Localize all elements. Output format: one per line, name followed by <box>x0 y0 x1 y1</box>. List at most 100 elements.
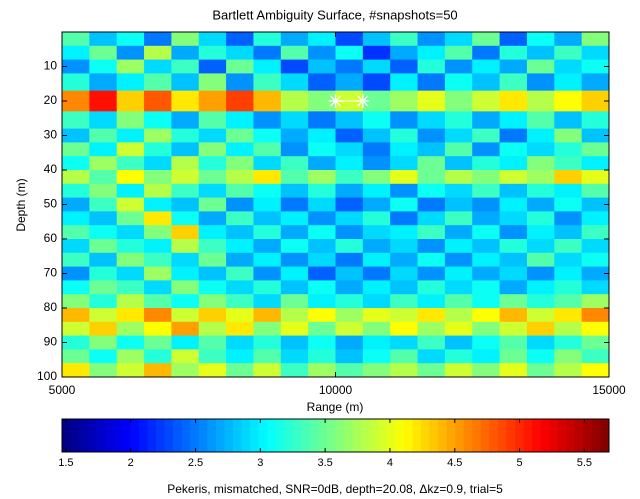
heatmap-cell <box>581 183 610 198</box>
heatmap-cell <box>362 90 391 112</box>
heatmap-cell <box>308 128 336 143</box>
heatmap-cell <box>144 59 172 74</box>
colorbar-swatch <box>232 419 242 452</box>
heatmap-cell <box>472 183 500 198</box>
heatmap-cell <box>144 45 172 60</box>
heatmap-cell <box>335 111 364 129</box>
colorbar-swatch <box>335 419 345 452</box>
heatmap-cell <box>116 142 145 157</box>
heatmap-cell <box>144 90 172 112</box>
heatmap-cell <box>335 349 364 364</box>
heatmap-cell <box>390 197 418 212</box>
heatmap-cell <box>444 335 473 350</box>
heatmap-cell <box>62 183 90 198</box>
heatmap-cell <box>198 59 227 74</box>
heatmap-cell <box>198 32 227 47</box>
heatmap-cell <box>198 349 227 364</box>
colorbar-swatch <box>352 419 362 452</box>
heatmap-cell <box>554 280 583 295</box>
heatmap-cell <box>144 266 172 281</box>
heatmap-cell <box>144 225 172 240</box>
heatmap-cell <box>308 197 336 212</box>
heatmap-cell <box>89 156 118 171</box>
colorbar-swatch <box>130 419 140 452</box>
colorbar-swatch <box>369 419 379 452</box>
heatmap-cell <box>280 321 309 336</box>
heatmap-cell <box>335 45 364 60</box>
heatmap-cell <box>89 349 118 364</box>
heatmap-cell <box>335 335 364 350</box>
heatmap-cell <box>308 308 336 323</box>
heatmap-cell <box>472 73 500 92</box>
heatmap-cell <box>417 335 446 350</box>
colorbar-swatch <box>121 419 131 452</box>
heatmap-cell <box>253 128 282 143</box>
colorbar-swatch <box>113 419 123 452</box>
marker-stroke <box>357 95 369 107</box>
heatmap-cell <box>280 308 309 323</box>
heatmap-cell <box>253 349 282 364</box>
heatmap-cell <box>308 45 336 60</box>
heatmap-cell <box>499 45 528 60</box>
heatmap-cell <box>226 128 254 143</box>
heatmap-cell <box>390 225 418 240</box>
heatmap-cell <box>444 225 473 240</box>
heatmap-cell <box>89 32 118 47</box>
colorbar-swatch <box>241 419 251 452</box>
heatmap-cell <box>226 280 254 295</box>
y-tick-label: 10 <box>44 59 58 73</box>
heatmap-cell <box>308 280 336 295</box>
heatmap-cell <box>226 170 254 185</box>
heatmap-cell <box>171 225 200 240</box>
heatmap-cell <box>444 280 473 295</box>
heatmap-cell <box>144 280 172 295</box>
heatmap-cell <box>144 32 172 47</box>
heatmap-cell <box>499 142 528 157</box>
colorbar-swatch <box>224 419 234 452</box>
heatmap-cell <box>171 111 200 129</box>
heatmap-cell <box>171 183 200 198</box>
heatmap-cell <box>526 90 555 112</box>
heatmap-cell <box>280 142 309 157</box>
heatmap-cell <box>362 308 391 323</box>
heatmap-cell <box>526 266 555 281</box>
heatmap-cell <box>226 45 254 60</box>
heatmap-cell <box>144 252 172 267</box>
heatmap-cell <box>472 349 500 364</box>
heatmap-cell <box>417 45 446 60</box>
heatmap-cell <box>62 90 90 112</box>
heatmap-cell <box>198 321 227 336</box>
heatmap-cell <box>89 363 118 378</box>
heatmap-cell <box>581 90 610 112</box>
heatmap-cell <box>116 183 145 198</box>
heatmap-cell <box>390 45 418 60</box>
heatmap-cell <box>581 335 610 350</box>
colorbar-tick-label: 2 <box>128 457 134 469</box>
colorbar-swatch <box>412 419 422 452</box>
heatmap-cell <box>280 90 309 112</box>
heatmap-cell <box>89 335 118 350</box>
heatmap-cell <box>581 128 610 143</box>
heatmap-cell <box>308 170 336 185</box>
heatmap-cell <box>280 280 309 295</box>
heatmap-cell <box>526 111 555 129</box>
heatmap-cell <box>308 32 336 47</box>
heatmap-cell <box>171 142 200 157</box>
heatmap-cell <box>417 197 446 212</box>
heatmap-cell <box>581 280 610 295</box>
heatmap-cell <box>362 349 391 364</box>
heatmap-cell <box>472 363 500 378</box>
heatmap-cell <box>554 170 583 185</box>
heatmap-cell <box>581 32 610 47</box>
colorbar-swatch <box>275 419 285 452</box>
heatmap-cell <box>62 32 90 47</box>
heatmap-cell <box>89 280 118 295</box>
colorbar-swatch <box>250 419 260 452</box>
heatmap-cell <box>472 128 500 143</box>
heatmap-cell <box>526 294 555 309</box>
heatmap-cell <box>526 225 555 240</box>
heatmap-cell <box>226 32 254 47</box>
heatmap-cell <box>444 32 473 47</box>
heatmap-cell <box>62 211 90 226</box>
